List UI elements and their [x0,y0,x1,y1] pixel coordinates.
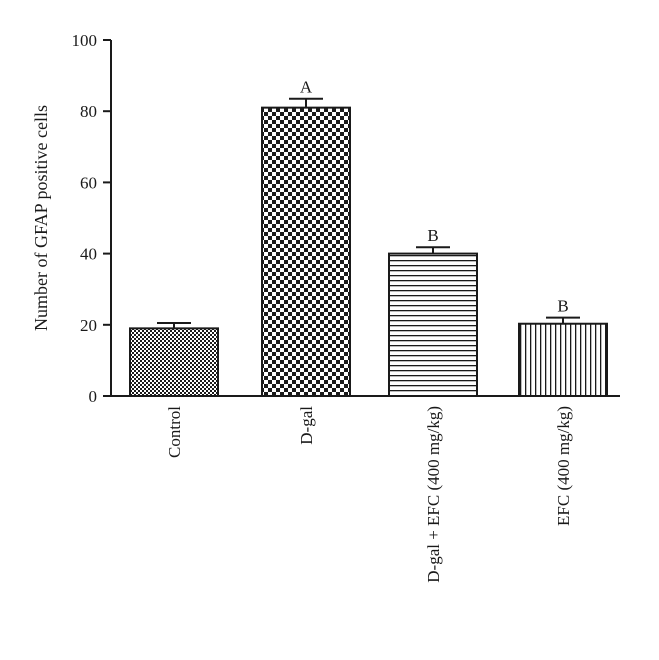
y-tick-label: 40 [80,245,97,264]
y-tick-label: 20 [80,316,97,335]
significance-label-4: B [557,297,568,316]
plot-area: 0 20 40 60 80 100 Number of GFAP positive cell… [31,31,620,583]
bar-4 [518,322,608,397]
x-tick-label-3: D-gal + EFC (400 mg/kg) [424,406,443,583]
y-tick-label: 60 [80,173,97,192]
significance-label-2: A [300,78,313,97]
y-tick-label: 0 [89,387,98,406]
y-tick-label: 80 [80,102,97,121]
bar-3 [388,252,478,397]
x-tick-label-1: Control [165,406,184,458]
significance-label-3: B [427,226,438,245]
y-axis-title: Number of GFAP positive cells [31,105,51,331]
y-tick-label: 100 [72,31,98,50]
bar-1 [129,327,219,397]
x-tick-label-2: D-gal [297,406,316,445]
x-tick-label-4: EFC (400 mg/kg) [554,406,573,526]
bar-2 [261,106,351,397]
